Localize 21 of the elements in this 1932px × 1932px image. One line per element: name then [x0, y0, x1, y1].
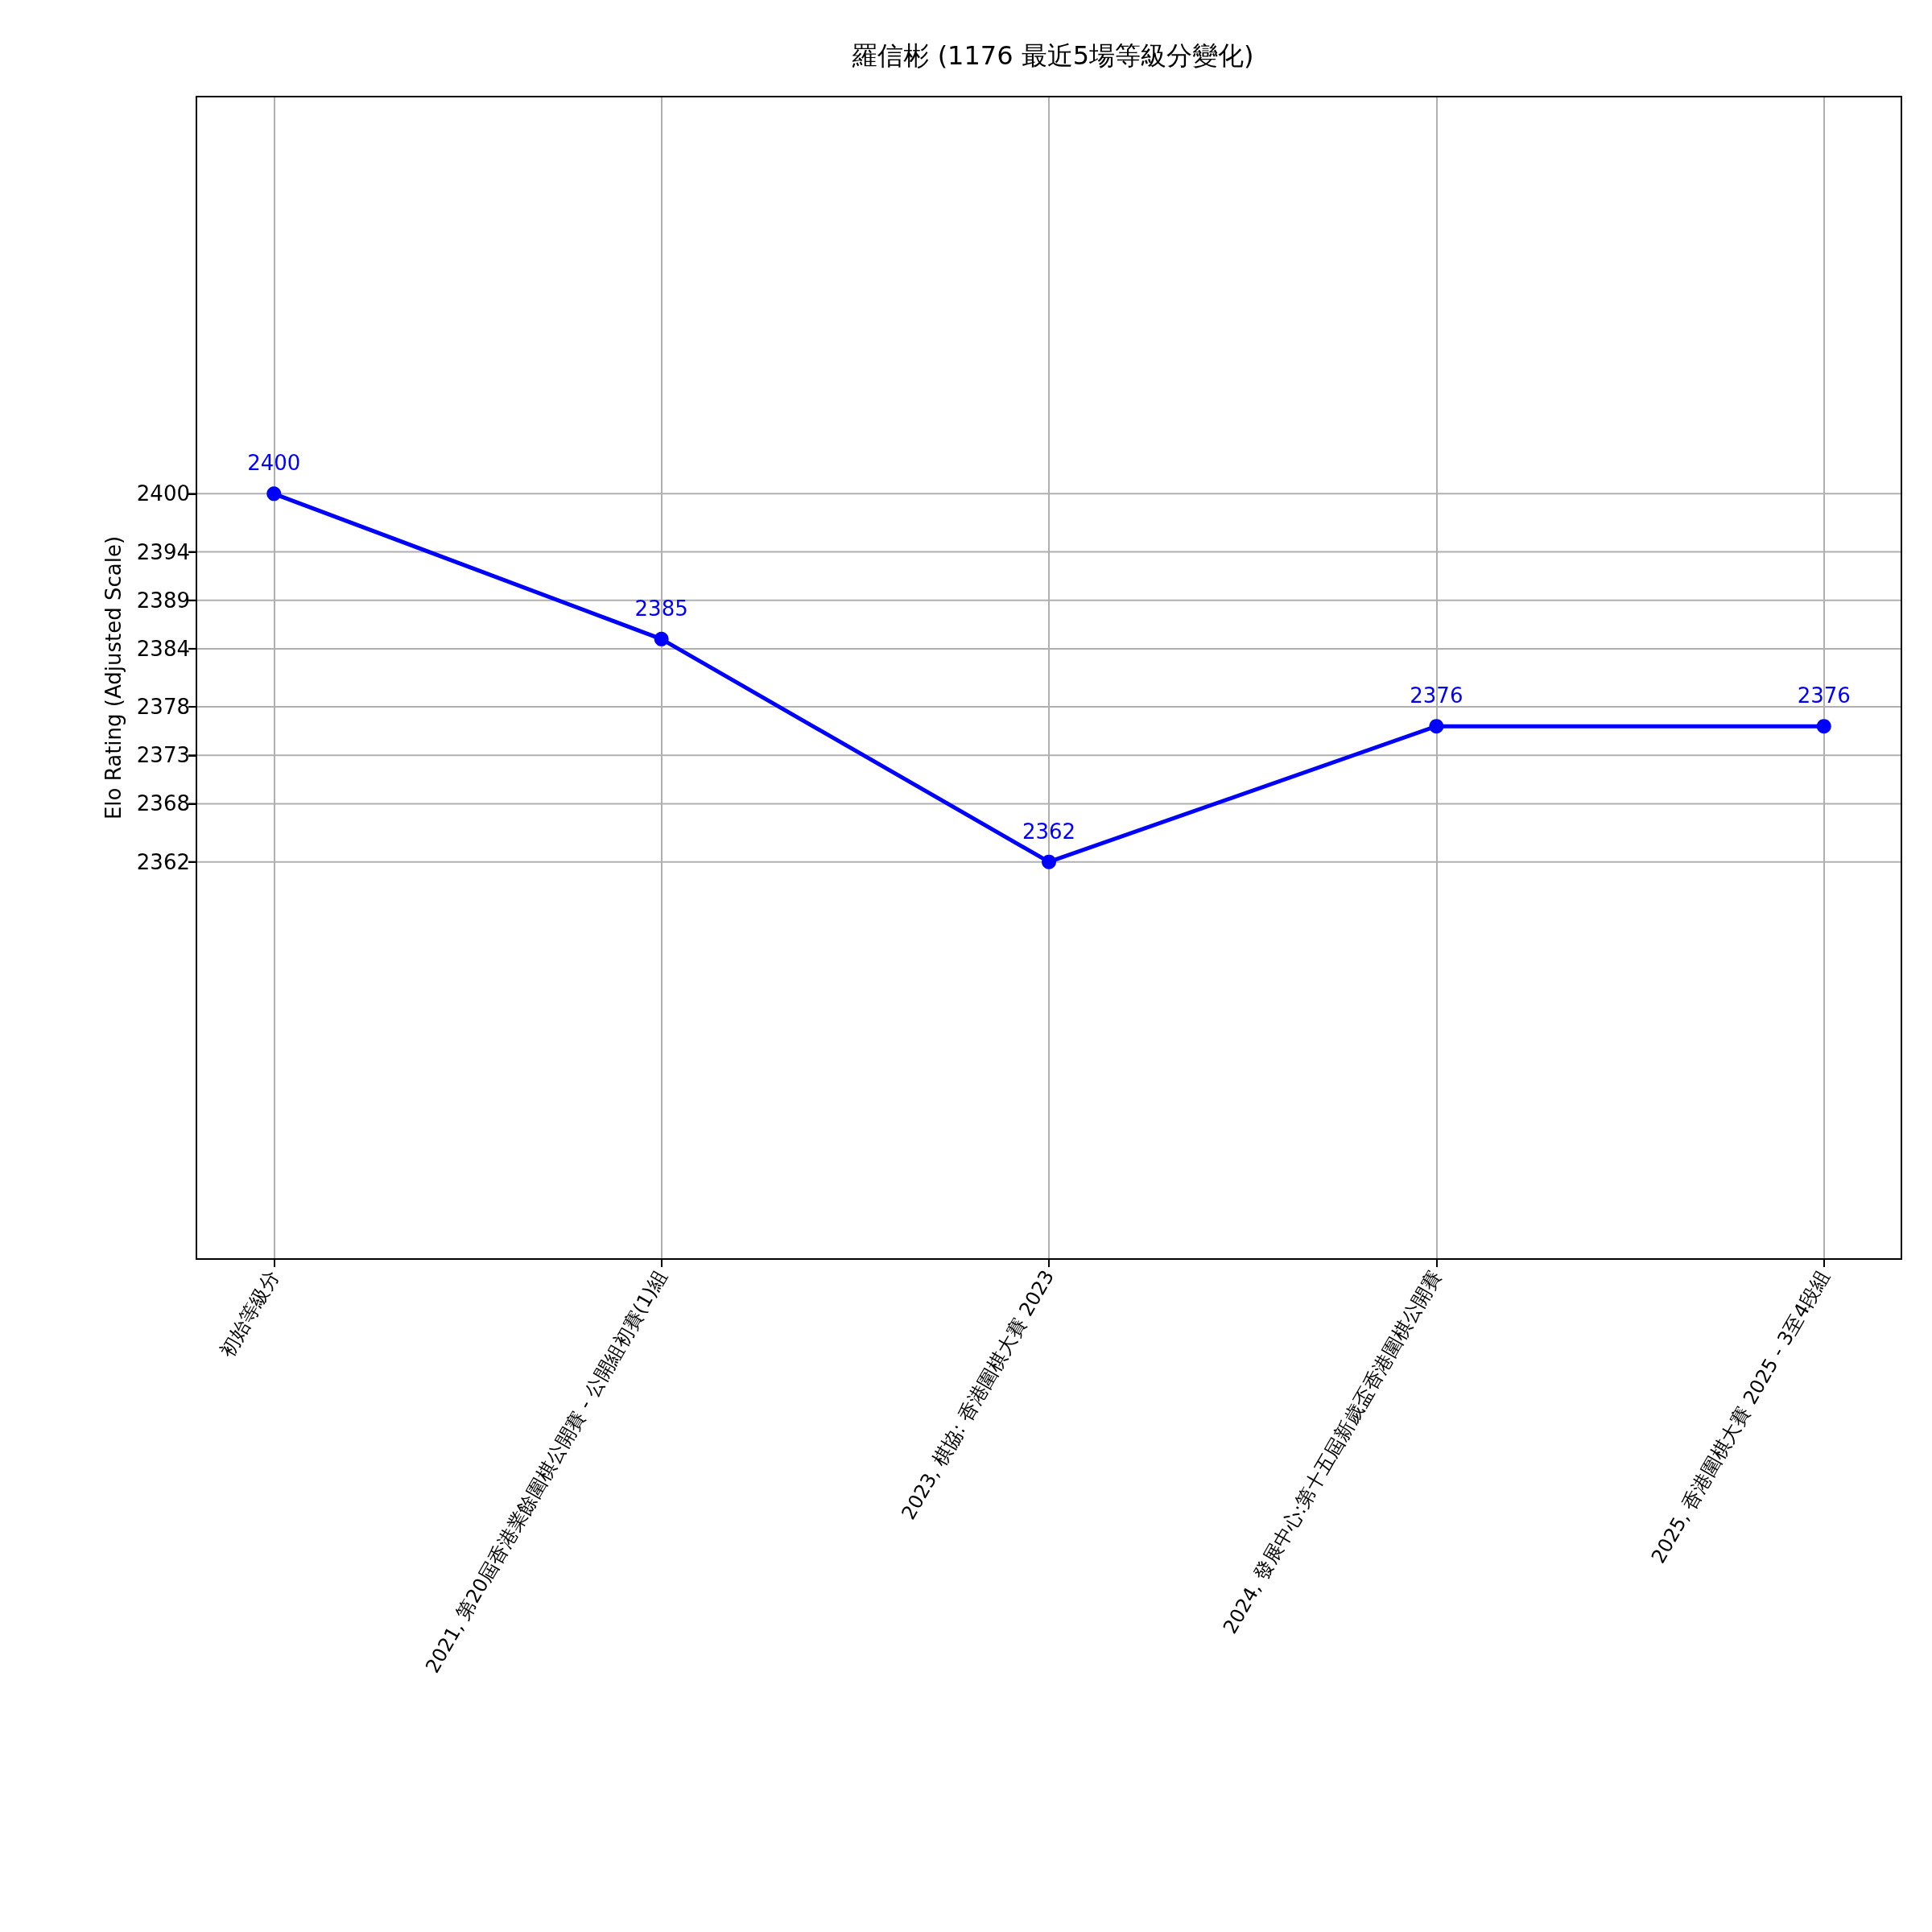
y-tick-label: 2373 [136, 743, 190, 768]
point [266, 486, 282, 502]
y-tick-label: 2394 [136, 539, 190, 564]
data-label: 2362 [1022, 819, 1076, 844]
y-tick-label: 2368 [136, 791, 190, 816]
y-tick-label: 2378 [136, 695, 190, 720]
y-tick-label: 2389 [136, 588, 190, 613]
x-tick-label: 初始等級分 [216, 1266, 284, 1361]
data-label: 2376 [1797, 683, 1851, 708]
data-label: 2385 [634, 596, 688, 621]
y-tick-label: 2384 [136, 636, 190, 661]
chart-title: 羅信彬 (1176 最近5場等級分變化) [852, 40, 1254, 71]
y-axis-title: Elo Rating (Adjusted Scale) [101, 535, 126, 820]
point [1816, 719, 1831, 734]
point [1429, 719, 1444, 734]
data-label: 2376 [1410, 683, 1463, 708]
y-tick-label: 2362 [136, 849, 190, 874]
data-label: 2400 [247, 451, 301, 476]
point [654, 631, 669, 646]
y-tick-label: 2400 [136, 481, 190, 506]
point [1042, 854, 1056, 869]
